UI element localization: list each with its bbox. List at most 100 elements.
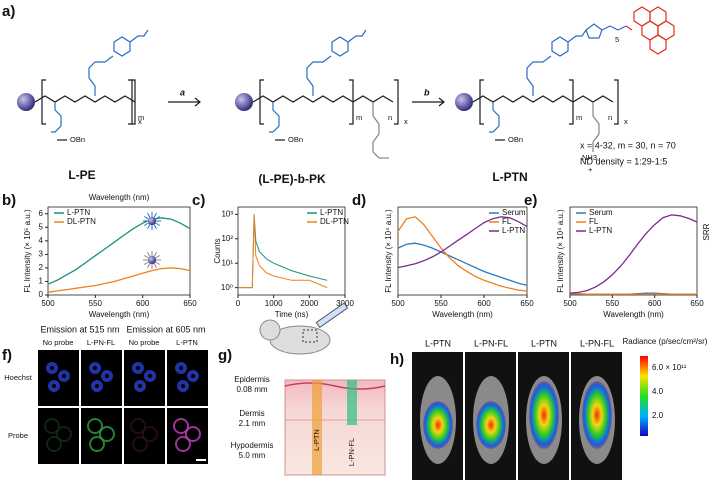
legend-label: L-PTN: [67, 208, 90, 217]
side-chain: [526, 55, 552, 96]
plot-frame: [397, 206, 528, 296]
probe-label: L-PTN: [312, 429, 321, 451]
x-tick-label: 650: [520, 299, 534, 308]
column-label: L-PTN: [425, 338, 451, 348]
row-label: Hoechst: [4, 373, 32, 382]
layer-depth: 0.08 mm: [236, 385, 267, 394]
legend-label: FL: [589, 217, 599, 226]
bracket: [479, 79, 484, 125]
column-label: L-PN-FL: [580, 338, 614, 348]
y-tick-label: 0: [39, 290, 44, 299]
backbone: [34, 95, 136, 103]
y-tick-label: 10³: [221, 209, 233, 218]
x-tick-label: 650: [690, 299, 704, 308]
colorbar-title: Radiance (p/sec/cm²/sr): [623, 337, 708, 346]
cell: [44, 418, 60, 434]
layer-name: Hypodermis: [231, 441, 274, 450]
x-tick-label: 1000: [265, 299, 283, 308]
y-tick-label: 10¹: [221, 258, 233, 267]
bracket: [131, 79, 136, 125]
label: 5: [615, 35, 619, 44]
nanodiamond: [455, 93, 473, 111]
x-tick-label: 600: [477, 299, 491, 308]
bracket: [394, 79, 399, 125]
x-tick-label: 600: [136, 299, 150, 308]
cell: [173, 418, 189, 434]
signal: [582, 381, 612, 449]
label: n: [608, 113, 612, 122]
annotation: SRR: [702, 223, 711, 240]
label: m: [356, 113, 362, 122]
x-axis-label: Wavelength (nm): [89, 310, 150, 319]
nanoparticle: [148, 256, 156, 264]
y-tick-label: 6: [39, 209, 44, 218]
layer-depth: 2.1 mm: [239, 419, 266, 428]
colorbar-tick: 4.0: [652, 387, 664, 396]
legend-label: DL-PTN: [67, 217, 96, 226]
dye-link: [625, 25, 633, 31]
colorbar-tick: 2.0: [652, 411, 664, 420]
benzene: [113, 36, 131, 57]
panel-label: d): [352, 192, 366, 209]
side-chain: [88, 55, 114, 96]
panel-label: c): [192, 192, 205, 209]
micrograph: [124, 408, 165, 464]
series-line: [47, 267, 191, 293]
compound-name: (L-PE)-b-PK: [258, 172, 326, 186]
label: x: [138, 117, 142, 126]
lysine-chain: [372, 102, 380, 152]
side-chain: [51, 102, 62, 133]
label: OBn: [508, 135, 523, 144]
label: OBn: [70, 135, 85, 144]
series-line: [238, 214, 328, 289]
x-tick-label: 600: [648, 299, 662, 308]
arrow: [168, 97, 201, 107]
backbone: [352, 95, 394, 103]
side-chain: [489, 102, 500, 133]
x-tick-label: 500: [41, 299, 55, 308]
panel-label: h): [390, 351, 404, 368]
cell: [134, 380, 146, 392]
linker: [567, 29, 587, 43]
label: m: [576, 113, 582, 122]
alkyl: [601, 25, 627, 31]
colorbar-tick: 6.0 × 10¹¹: [652, 363, 687, 372]
column-label: L-PTN: [176, 338, 198, 347]
column-label: L-PN-FL: [474, 338, 508, 348]
step-label: b: [424, 87, 430, 97]
side-chain: [306, 55, 332, 96]
compound-name: L-PTN: [492, 170, 527, 184]
emission-label: Emission at 515 nm: [40, 324, 119, 334]
bracket: [614, 79, 619, 125]
cell: [187, 370, 199, 382]
x-tick-label: 3000: [336, 299, 354, 308]
cell: [130, 418, 146, 434]
series-line: [397, 242, 528, 286]
cell: [144, 370, 156, 382]
legend-label: DL-PTN: [320, 217, 349, 226]
x-tick-label: 0: [236, 299, 241, 308]
backbone: [252, 95, 354, 103]
x-tick-label: 2000: [300, 299, 318, 308]
x-tick-label: 550: [89, 299, 103, 308]
compound-name: L-PE: [68, 168, 95, 182]
legend-label: FL: [502, 217, 512, 226]
x-tick-label: 550: [434, 299, 448, 308]
column-label: No probe: [129, 338, 160, 347]
signal: [423, 401, 453, 449]
arrow: [412, 97, 445, 107]
triazole: [585, 23, 603, 39]
micrograph: [167, 408, 208, 464]
cell: [56, 426, 72, 442]
column-label: No probe: [43, 338, 74, 347]
dye-ring: [649, 34, 667, 55]
y-tick-label: 10²: [221, 234, 233, 243]
bracket: [128, 79, 133, 125]
cell: [142, 426, 158, 442]
cell: [185, 426, 201, 442]
bracket: [349, 79, 354, 125]
y-tick-label: 1: [39, 277, 44, 286]
row-label: Probe: [8, 431, 28, 440]
